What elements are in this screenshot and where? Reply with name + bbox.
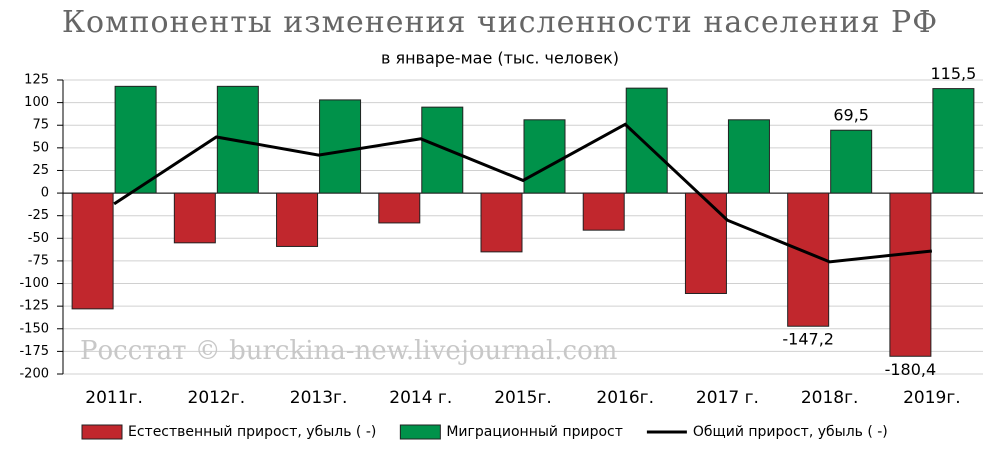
y-tick-label: 125 [24, 73, 49, 88]
x-tick-label: 2015г. [494, 388, 552, 408]
value-label: 69,5 [833, 106, 869, 125]
legend-label: Миграционный прирост [446, 424, 623, 440]
x-tick-label: 2018г. [801, 388, 859, 408]
value-label: -147,2 [782, 330, 834, 349]
bar [173, 192, 216, 244]
x-tick-label: 2014 г. [389, 388, 452, 408]
y-tick-label: 75 [32, 118, 49, 133]
bar [625, 87, 668, 194]
legend-label: Естественный прирост, убыль ( -) [128, 424, 376, 440]
x-tick-label: 2011г. [85, 388, 143, 408]
bar [523, 119, 566, 194]
bar [114, 85, 157, 194]
bar [480, 192, 523, 253]
bar [684, 192, 727, 294]
bar [830, 129, 873, 194]
bar [932, 88, 975, 194]
y-tick-label: 25 [32, 163, 49, 178]
x-tick-label: 2012г. [188, 388, 246, 408]
y-tick-label: -50 [28, 231, 49, 246]
bar [727, 119, 770, 194]
bar [889, 192, 932, 357]
bar [378, 192, 421, 224]
value-label: -180,4 [885, 360, 937, 379]
y-tick-label: -200 [19, 367, 49, 382]
chart-title: Компоненты изменения численности населен… [62, 5, 938, 40]
bar [276, 192, 319, 247]
y-tick-label: -75 [28, 253, 49, 268]
bar [582, 192, 625, 231]
chart-subtitle: в январе-мае (тыс. человек) [381, 49, 619, 68]
y-tick-label: -100 [19, 276, 49, 291]
x-tick-label: 2013г. [290, 388, 348, 408]
legend-swatch [399, 424, 441, 440]
legend-swatch [81, 424, 123, 440]
value-label: 115,5 [930, 64, 976, 83]
y-tick-label: -25 [28, 208, 49, 223]
watermark: Росстат © burckina-new.livejournal.com [80, 336, 617, 366]
legend-label: Общий прирост, убыль ( -) [693, 424, 888, 440]
y-tick-label: 50 [32, 140, 49, 155]
x-tick-label: 2016г. [596, 388, 654, 408]
y-tick-label: -125 [19, 299, 49, 314]
x-tick-label: 2019г. [903, 388, 961, 408]
x-tick-label: 2017 г. [696, 388, 759, 408]
y-tick-label: 0 [41, 186, 49, 201]
y-tick-label: -150 [19, 321, 49, 336]
line-series [113, 122, 933, 264]
y-tick-label: 100 [24, 95, 49, 110]
bar [319, 99, 362, 194]
bar [71, 192, 114, 310]
y-tick-label: -175 [19, 344, 49, 359]
bar [421, 106, 464, 194]
